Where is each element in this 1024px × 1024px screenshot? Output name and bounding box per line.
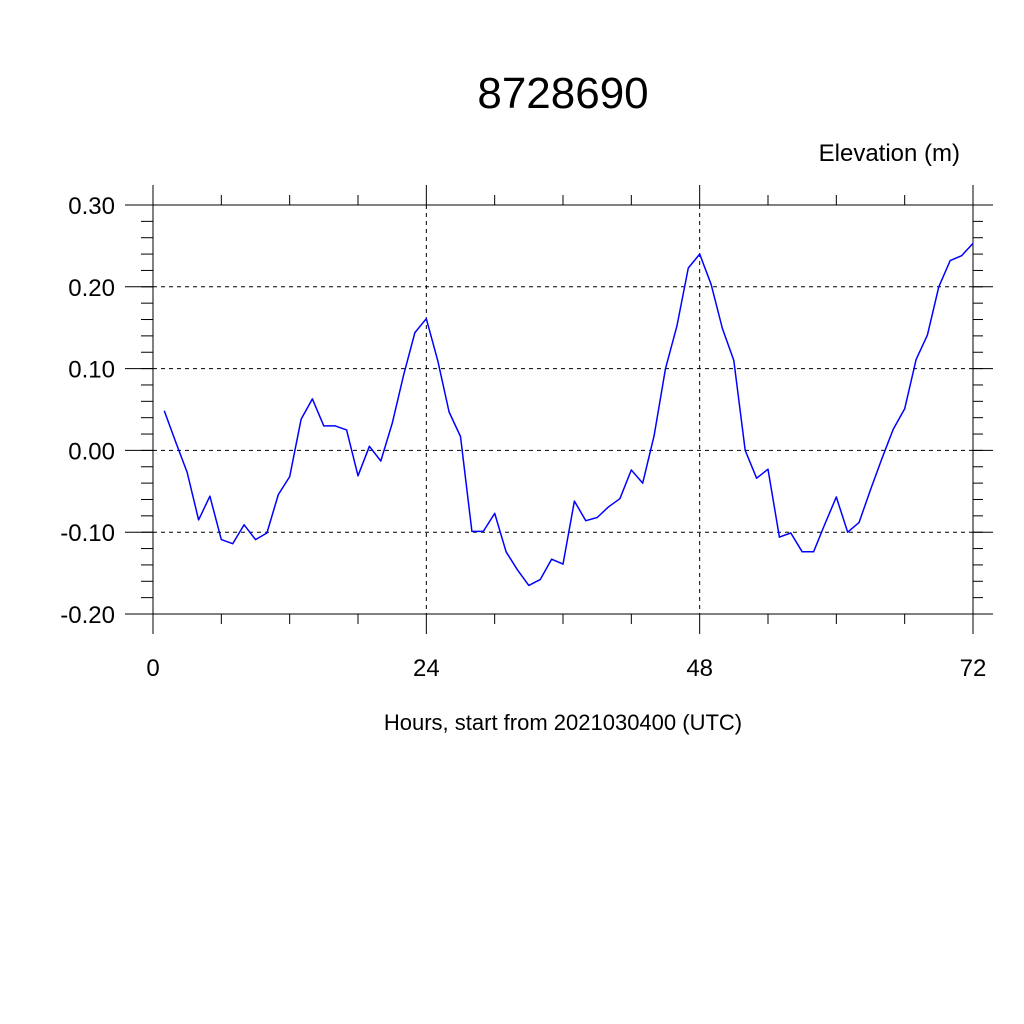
y-tick-label: 0.00 — [68, 438, 115, 465]
series-line — [163, 242, 974, 587]
data-point — [334, 425, 336, 427]
x-tick-label: 24 — [413, 655, 440, 682]
y-tick-labels: -0.20 -0.10 0.00 0.10 0.20 0.30 — [60, 193, 115, 629]
data-point — [300, 418, 302, 420]
data-point — [505, 551, 507, 553]
data-point — [824, 523, 826, 525]
data-point — [289, 475, 291, 478]
data-point — [323, 425, 325, 427]
data-point — [448, 411, 450, 413]
data-point — [904, 408, 906, 410]
data-point — [585, 520, 587, 522]
data-point — [972, 242, 974, 245]
data-point — [425, 318, 427, 320]
data-point — [539, 579, 541, 581]
x-tick-label: 48 — [686, 655, 713, 682]
data-point — [573, 500, 575, 502]
data-point — [266, 532, 268, 534]
data-point — [516, 569, 519, 571]
data-point — [881, 457, 883, 460]
data-point — [220, 538, 222, 541]
data-point — [197, 519, 200, 521]
data-point — [254, 538, 257, 541]
data-point — [402, 374, 405, 376]
data-point — [630, 469, 632, 471]
data-point — [699, 253, 701, 255]
data-point — [961, 255, 963, 257]
data-point — [551, 558, 553, 560]
x-tick-label: 72 — [960, 655, 987, 682]
data-point — [346, 429, 348, 431]
data-point — [653, 435, 655, 437]
data-point — [721, 327, 724, 330]
data-point — [357, 475, 359, 477]
y-axis-label: Elevation (m) — [819, 140, 960, 167]
data-point — [277, 493, 279, 496]
data-point — [949, 260, 951, 262]
data-point — [391, 422, 393, 425]
data-point — [847, 531, 849, 533]
y-tick-label: -0.20 — [60, 602, 115, 629]
data-point — [812, 551, 815, 553]
data-point — [744, 449, 746, 451]
data-point — [186, 471, 188, 474]
y-tick-label: 0.30 — [68, 193, 115, 220]
data-point — [801, 551, 803, 553]
data-point — [380, 460, 382, 462]
data-point — [459, 435, 462, 438]
y-tick-label: -0.10 — [60, 520, 115, 547]
data-point — [232, 543, 234, 545]
data-point — [607, 506, 610, 508]
series-group — [163, 242, 974, 587]
data-point — [710, 283, 712, 285]
data-point — [778, 536, 780, 538]
data-point — [767, 468, 769, 470]
data-point — [915, 359, 917, 361]
data-point — [869, 489, 872, 491]
data-point — [619, 498, 621, 500]
data-point — [938, 286, 940, 288]
data-point — [175, 441, 177, 443]
data-point — [494, 512, 496, 514]
x-tick-labels: 0 24 48 72 — [146, 655, 986, 682]
data-point — [209, 495, 211, 497]
data-point — [528, 584, 530, 586]
data-point — [471, 530, 473, 532]
data-point — [414, 332, 416, 334]
data-point — [892, 428, 894, 430]
data-point — [596, 516, 598, 519]
grid-lines — [153, 205, 973, 614]
data-point — [676, 325, 678, 327]
data-point — [687, 267, 689, 269]
data-point — [163, 410, 165, 412]
data-point — [664, 368, 667, 370]
x-axis-label: Hours, start from 2021030400 (UTC) — [384, 710, 742, 735]
data-point — [243, 524, 245, 526]
data-point — [756, 477, 758, 479]
y-tick-label: 0.20 — [68, 275, 115, 302]
y-tick-label: 0.10 — [68, 357, 115, 384]
data-point — [926, 334, 929, 336]
data-point — [311, 398, 314, 400]
data-point — [482, 530, 484, 532]
data-point — [835, 496, 837, 498]
plot-frame — [152, 204, 974, 615]
chart-title: 8728690 — [477, 69, 648, 118]
data-point — [437, 359, 439, 362]
data-point — [642, 482, 644, 484]
data-point — [790, 532, 792, 534]
data-point — [368, 445, 370, 447]
data-point — [562, 563, 564, 565]
data-point — [733, 359, 735, 362]
x-tick-label: 0 — [146, 655, 159, 682]
data-point — [858, 521, 860, 523]
tick-marks — [125, 185, 993, 634]
